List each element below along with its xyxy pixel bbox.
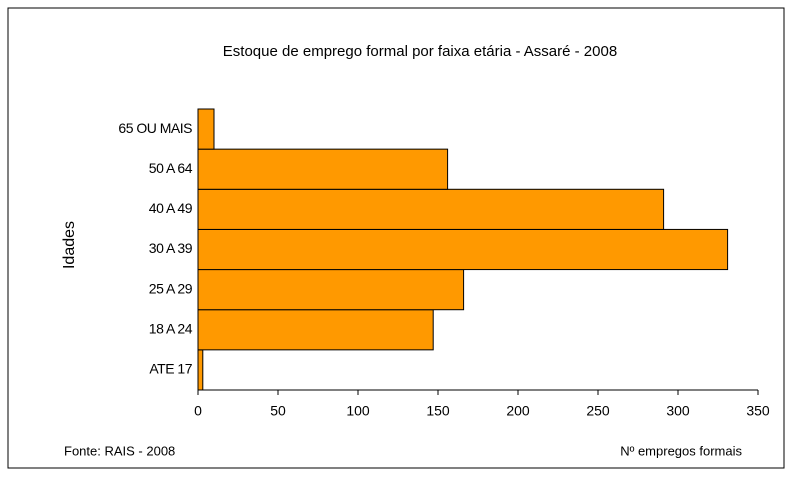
bar — [197, 269, 465, 311]
bar — [197, 108, 215, 150]
y-tick-label: 40 A 49 — [149, 200, 193, 216]
x-tick-label: 0 — [194, 403, 202, 419]
x-tick-label: 150 — [426, 403, 450, 419]
x-tick-label: 250 — [586, 403, 610, 419]
y-axis-title: Idades — [61, 221, 78, 269]
x-tick-label: 200 — [506, 403, 530, 419]
y-tick-label: 65 OU MAIS — [118, 120, 192, 136]
x-axis-title: Nº empregos formais — [620, 443, 742, 458]
y-tick-label: 25 A 29 — [149, 280, 193, 296]
bar — [197, 349, 204, 391]
bar — [197, 148, 449, 190]
chart-title: Estoque de emprego formal por faixa etár… — [223, 43, 617, 60]
y-tick-label: 18 A 24 — [149, 320, 193, 336]
bar — [197, 309, 434, 351]
y-tick-label: 50 A 64 — [149, 160, 193, 176]
x-tick-label: 300 — [666, 403, 690, 419]
x-tick-label: 350 — [746, 403, 770, 419]
bar — [197, 228, 729, 271]
x-tick-label: 100 — [346, 403, 370, 419]
x-tick-label: 50 — [270, 403, 286, 419]
y-tick-label: 30 A 39 — [149, 240, 193, 256]
y-tick-label: ATE 17 — [149, 361, 192, 377]
source-note: Fonte: RAIS - 2008 — [64, 443, 175, 458]
bar — [197, 188, 665, 230]
